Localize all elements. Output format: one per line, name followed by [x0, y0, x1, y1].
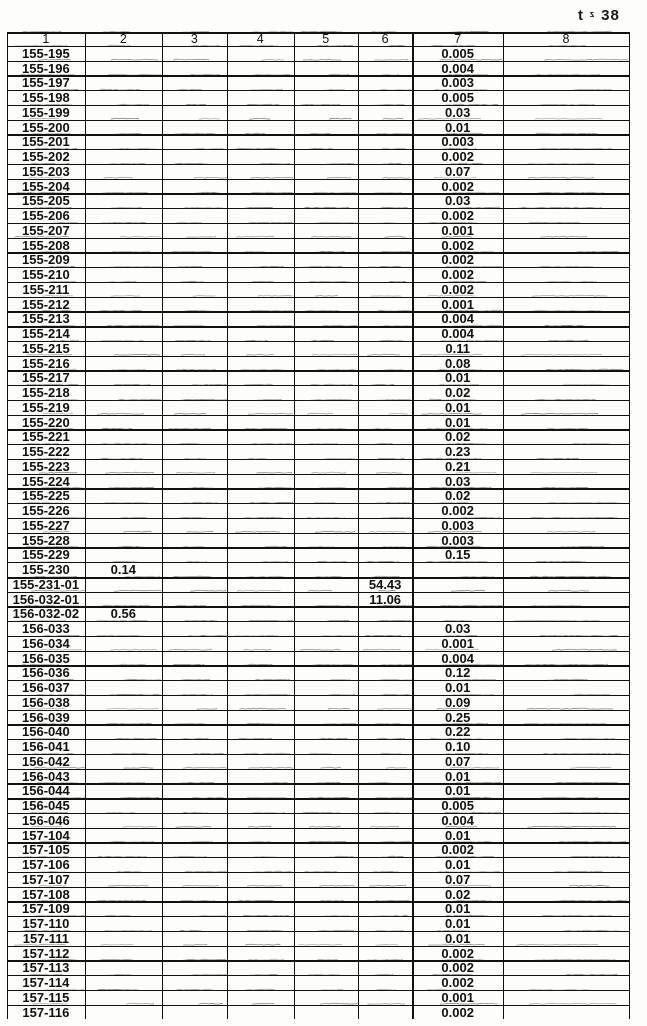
svg-text:z: z [589, 9, 594, 19]
